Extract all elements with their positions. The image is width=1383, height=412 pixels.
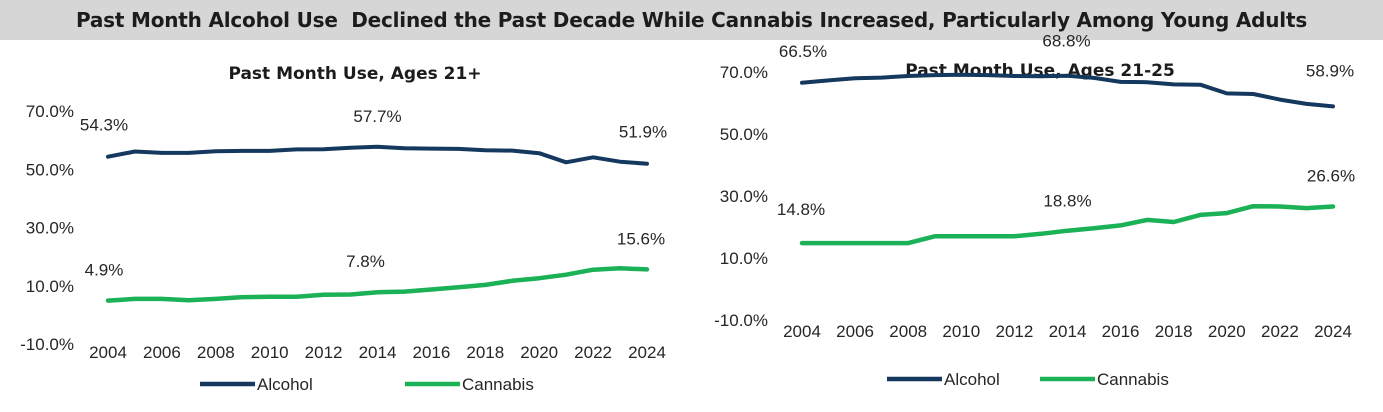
x-tick-label: 2012 <box>995 322 1033 341</box>
y-tick-label: 70.0% <box>720 63 768 82</box>
x-tick-label: 2020 <box>520 343 558 362</box>
x-tick-label: 2012 <box>305 343 343 362</box>
chart-title: Past Month Use, Ages 21+ <box>228 64 481 84</box>
x-tick-label: 2008 <box>197 343 235 362</box>
y-tick-label: 70.0% <box>26 102 74 121</box>
x-tick-label: 2006 <box>836 322 874 341</box>
x-tick-label: 2010 <box>942 322 980 341</box>
data-label: 4.9% <box>85 261 124 280</box>
x-tick-label: 2014 <box>1049 322 1087 341</box>
series-line-alcohol <box>800 72 1335 109</box>
data-label: 58.9% <box>1306 61 1354 80</box>
x-tick-label: 2004 <box>783 322 821 341</box>
data-label: 57.7% <box>353 107 401 126</box>
legend-label: Alcohol <box>257 375 313 394</box>
legend-label: Alcohol <box>944 370 1000 389</box>
x-tick-label: 2010 <box>251 343 289 362</box>
x-tick-label: 2014 <box>359 343 397 362</box>
data-label: 51.9% <box>619 123 667 142</box>
data-label: 54.3% <box>80 116 128 135</box>
y-tick-label: 50.0% <box>720 125 768 144</box>
y-tick-label: -10.0% <box>20 335 74 354</box>
x-tick-label: 2018 <box>1155 322 1193 341</box>
x-tick-label: 2016 <box>412 343 450 362</box>
x-tick-label: 2024 <box>628 343 666 362</box>
data-label: 66.5% <box>779 42 827 61</box>
y-tick-label: 10.0% <box>720 249 768 268</box>
x-tick-label: 2022 <box>1261 322 1299 341</box>
x-tick-label: 2008 <box>889 322 927 341</box>
y-tick-label: 30.0% <box>720 187 768 206</box>
data-label: 14.8% <box>777 200 825 219</box>
chart-ages-21-plus: Past Month Use, Ages 21+ 70.0% 50.0% 30.0% 1… <box>20 64 667 394</box>
y-tick-label: 50.0% <box>26 160 74 179</box>
data-label: 18.8% <box>1043 192 1091 211</box>
x-tick-label: 2024 <box>1314 322 1352 341</box>
y-tick-label: -10.0% <box>714 311 768 330</box>
y-tick-label: 10.0% <box>26 277 74 296</box>
x-tick-label: 2022 <box>574 343 612 362</box>
x-tick-label: 2006 <box>143 343 181 362</box>
data-label: 26.6% <box>1307 167 1355 186</box>
chart-ages-21-25: Past Month Use, Ages 21-2570.0%50.0%30.0… <box>714 32 1355 389</box>
series-line-cannabis <box>105 266 650 303</box>
series-line-alcohol <box>106 144 649 166</box>
legend-label: Cannabis <box>462 375 534 394</box>
x-tick-label: 2016 <box>1102 322 1140 341</box>
data-label: 68.8% <box>1042 32 1090 51</box>
legend-label: Cannabis <box>1097 370 1169 389</box>
y-tick-label: 30.0% <box>26 219 74 238</box>
series-line-cannabis <box>799 203 1336 246</box>
x-tick-label: 2018 <box>466 343 504 362</box>
x-tick-label: 2004 <box>89 343 127 362</box>
banner-title: Past Month Alcohol Use Declined the Past… <box>0 0 1383 40</box>
data-label: 15.6% <box>617 229 665 248</box>
x-tick-label: 2020 <box>1208 322 1246 341</box>
data-label: 7.8% <box>346 252 385 271</box>
